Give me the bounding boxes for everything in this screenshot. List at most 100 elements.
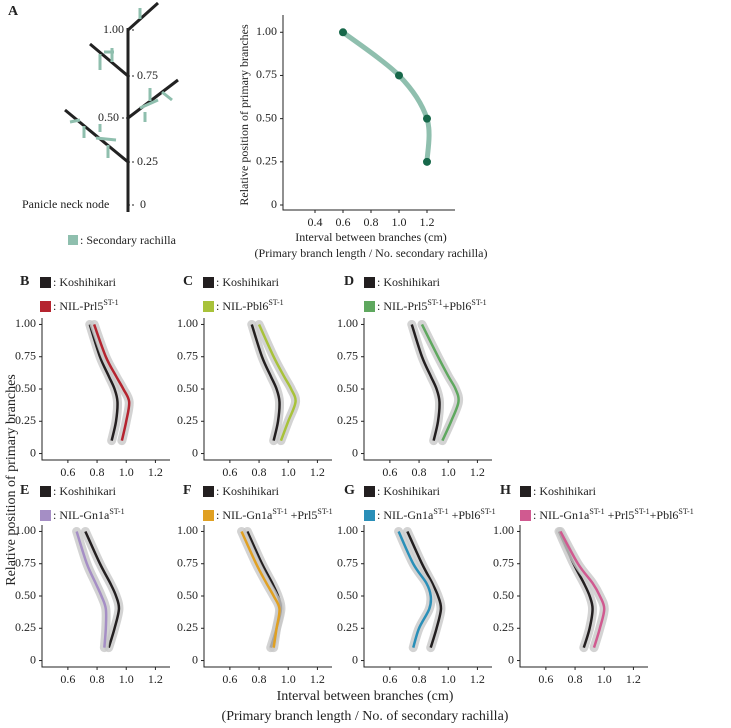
y-tick-label: 0 bbox=[271, 197, 277, 211]
x-tick-label: 0.4 bbox=[308, 215, 323, 229]
position-label: 0.75 bbox=[137, 68, 158, 82]
y-tick-label: 0.75 bbox=[337, 348, 358, 362]
trend-line bbox=[75, 531, 108, 648]
branch bbox=[89, 42, 129, 78]
data-point bbox=[423, 114, 431, 123]
axis-line bbox=[203, 318, 332, 461]
legend-label: : Koshihikari bbox=[53, 275, 117, 289]
axis-line bbox=[519, 525, 648, 668]
y-tick-label: 0.25 bbox=[15, 620, 36, 634]
legend-label: : Koshihikari bbox=[216, 275, 280, 289]
y-tick-label: 0.50 bbox=[337, 588, 358, 602]
legend-superscript: ST-1 bbox=[678, 507, 693, 516]
x-tick-label: 1.2 bbox=[148, 465, 163, 479]
legend-swatch bbox=[364, 301, 375, 312]
legend-text: : Koshihikari bbox=[53, 484, 117, 498]
legend-label: : NIL-Gn1aST-1 +Prl5ST-1 bbox=[216, 507, 333, 522]
x-tick-label: 0.8 bbox=[568, 672, 583, 686]
axis-line bbox=[41, 525, 170, 668]
legend-swatch bbox=[203, 277, 214, 288]
legend-superscript: ST-1 bbox=[109, 507, 124, 516]
axis-line bbox=[282, 15, 455, 211]
legend-text: : Koshihikari bbox=[216, 484, 280, 498]
data-point bbox=[423, 157, 431, 166]
panel-label: G bbox=[344, 483, 355, 498]
y-tick-label: 1.00 bbox=[15, 316, 36, 330]
x-tick-label: 1.2 bbox=[310, 465, 325, 479]
legend-text: +Pbl6 bbox=[650, 508, 679, 522]
legend-superscript: ST-1 bbox=[634, 507, 649, 516]
branch bbox=[126, 1, 160, 32]
y-tick-label: 0.50 bbox=[15, 588, 36, 602]
legend-text: : Koshihikari bbox=[533, 484, 597, 498]
y-tick-label: 0.75 bbox=[256, 67, 277, 81]
y-tick-label: 0.50 bbox=[15, 381, 36, 395]
legend-swatch bbox=[40, 301, 51, 312]
x-tick-label: 1.0 bbox=[281, 672, 296, 686]
legend-label: : Koshihikari bbox=[377, 484, 441, 498]
x-tick-label: 0.8 bbox=[252, 465, 267, 479]
y-tick-label: 1.00 bbox=[15, 523, 36, 537]
legend-text: : NIL-Prl5 bbox=[377, 299, 427, 313]
y-tick-label: 0.50 bbox=[177, 381, 198, 395]
y-tick-label: 1.00 bbox=[256, 24, 277, 38]
legend-swatch bbox=[364, 486, 375, 497]
tick-dots bbox=[122, 29, 136, 206]
y-tick-label: 0.25 bbox=[256, 154, 277, 168]
x-tick-label: 1.2 bbox=[626, 672, 641, 686]
y-tick-label: 0.75 bbox=[177, 348, 198, 362]
legend-swatch bbox=[203, 510, 214, 521]
panicle-diagram: A 1.00 0.75 0.50 0.25 0 Panicle neck nod… bbox=[8, 1, 179, 247]
legend-text: : Koshihikari bbox=[377, 275, 441, 289]
legend-text: : NIL-Gn1a bbox=[377, 508, 434, 522]
y-tick-label: 1.00 bbox=[493, 523, 514, 537]
y-tick-label: 1.00 bbox=[177, 523, 198, 537]
legend-label: : Koshihikari bbox=[53, 484, 117, 498]
trend-line bbox=[559, 530, 606, 648]
legend-swatch bbox=[364, 277, 375, 288]
y-tick-label: 0.25 bbox=[493, 620, 514, 634]
confidence-band bbox=[237, 526, 285, 653]
legend-label: : NIL-Prl5ST-1+Pbl6ST-1 bbox=[377, 298, 487, 313]
panel-label: B bbox=[20, 274, 29, 289]
legend-text: : NIL-Pbl6 bbox=[216, 299, 268, 313]
legend-text: : Koshihikari bbox=[53, 275, 117, 289]
trend-line bbox=[88, 324, 119, 441]
y-tick-label: 0.50 bbox=[337, 381, 358, 395]
y-tick-label: 0.50 bbox=[493, 588, 514, 602]
x-axis-title: Interval between branches (cm) bbox=[295, 230, 447, 244]
x-tick-label: 1.0 bbox=[392, 215, 407, 229]
panel-label: H bbox=[500, 483, 511, 498]
y-tick-label: 1.00 bbox=[177, 316, 198, 330]
panel-label: A bbox=[8, 4, 19, 19]
y-tick-label: 0.25 bbox=[337, 620, 358, 634]
x-axis-subtitle: (Primary branch length / No. secondary r… bbox=[255, 246, 488, 260]
y-axis-title: Relative position of primary branches bbox=[4, 374, 19, 586]
legend-swatch bbox=[40, 486, 51, 497]
data-point bbox=[395, 71, 403, 80]
trend-line bbox=[84, 530, 121, 648]
legend-label: : NIL-Gn1aST-1 bbox=[53, 507, 125, 522]
x-tick-label: 0.6 bbox=[336, 215, 351, 229]
x-tick-label: 1.0 bbox=[119, 465, 134, 479]
legend-text: +Prl5 bbox=[288, 508, 318, 522]
axis-line bbox=[41, 318, 170, 461]
legend-swatch bbox=[364, 510, 375, 521]
y-tick-label: 0.75 bbox=[15, 555, 36, 569]
legend-text: +Pbl6 bbox=[449, 508, 481, 522]
legend-label: : NIL-Pbl6ST-1 bbox=[216, 298, 284, 313]
trend-line bbox=[257, 323, 297, 442]
legend-text: : NIL-Gn1a bbox=[216, 508, 273, 522]
legend-label: : Koshihikari bbox=[216, 484, 280, 498]
trend-line bbox=[341, 30, 432, 162]
y-tick-label: 0 bbox=[192, 445, 198, 459]
trend-line bbox=[406, 530, 443, 648]
y-tick-label: 0.75 bbox=[493, 555, 514, 569]
legend-superscript: ST-1 bbox=[272, 507, 287, 516]
data-point bbox=[339, 28, 347, 37]
panel-label: C bbox=[183, 274, 193, 289]
position-label: 0 bbox=[140, 197, 146, 211]
x-tick-label: 0.6 bbox=[538, 672, 553, 686]
y-tick-label: 0.75 bbox=[337, 555, 358, 569]
